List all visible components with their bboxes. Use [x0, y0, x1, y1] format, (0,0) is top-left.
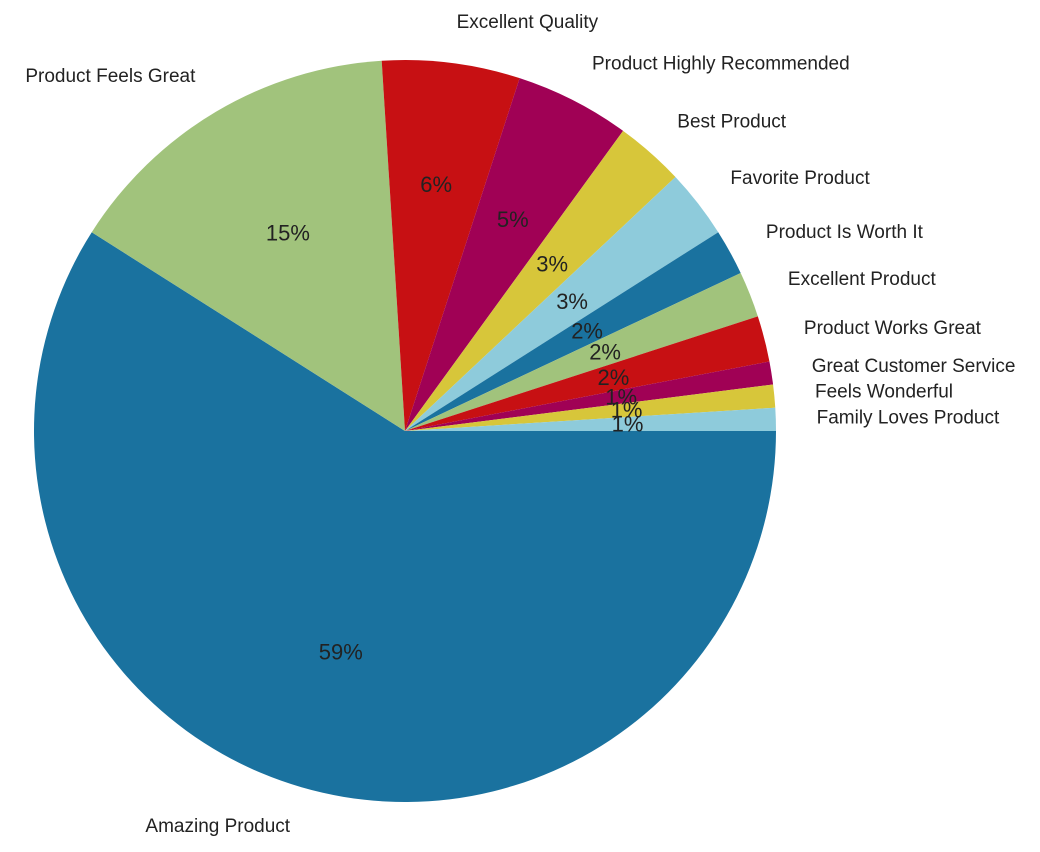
- category-label-best-product: Best Product: [677, 112, 786, 133]
- slice-family-loves-product: [405, 407, 776, 431]
- percent-label-best-product: 3%: [536, 252, 568, 277]
- percent-label-excellent-product: 2%: [589, 339, 621, 364]
- slice-excellent-quality: [381, 59, 520, 432]
- slice-excellent-product: [405, 273, 758, 431]
- slice-feels-wonderful: [405, 384, 776, 431]
- category-label-product-is-worth-it: Product Is Worth It: [766, 222, 924, 243]
- slice-great-customer-service: [405, 361, 774, 431]
- category-label-amazing-product: Amazing Product: [145, 816, 290, 837]
- category-label-feels-wonderful: Feels Wonderful: [815, 382, 953, 403]
- percent-label-product-is-worth-it: 2%: [571, 318, 603, 343]
- category-label-family-loves-product: Family Loves Product: [817, 408, 1000, 429]
- percent-label-amazing-product: 59%: [319, 639, 363, 664]
- slice-product-is-worth-it: [405, 232, 741, 431]
- percent-label-product-feels-great: 15%: [266, 221, 310, 246]
- pie-slices: [33, 59, 776, 802]
- slice-product-highly-recommended: [405, 78, 624, 431]
- slice-product-feels-great: [91, 60, 405, 431]
- slice-amazing-product: [33, 232, 776, 802]
- category-label-product-feels-great: Product Feels Great: [25, 66, 196, 87]
- slice-favorite-product: [405, 177, 719, 431]
- category-label-excellent-quality: Excellent Quality: [457, 12, 599, 33]
- percent-label-family-loves-product: 1%: [612, 412, 644, 437]
- percent-label-great-customer-service: 1%: [605, 384, 637, 409]
- category-label-product-works-great: Product Works Great: [804, 318, 982, 339]
- percent-labels: 59%15%6%5%3%3%2%2%2%1%1%1%: [266, 172, 644, 665]
- percent-label-excellent-quality: 6%: [420, 172, 452, 197]
- category-label-great-customer-service: Great Customer Service: [812, 356, 1016, 377]
- category-label-product-highly-recommended: Product Highly Recommended: [592, 54, 850, 75]
- category-label-excellent-product: Excellent Product: [788, 269, 937, 290]
- slice-best-product: [405, 130, 676, 431]
- percent-label-favorite-product: 3%: [556, 289, 588, 314]
- category-label-favorite-product: Favorite Product: [730, 168, 870, 189]
- percent-label-product-works-great: 2%: [598, 365, 630, 390]
- percent-label-feels-wonderful: 1%: [611, 398, 643, 423]
- category-labels: Amazing Product Product Feels Great Excell…: [25, 12, 1015, 837]
- slice-product-works-great: [405, 316, 770, 431]
- percent-label-product-highly-recommended: 5%: [497, 207, 529, 232]
